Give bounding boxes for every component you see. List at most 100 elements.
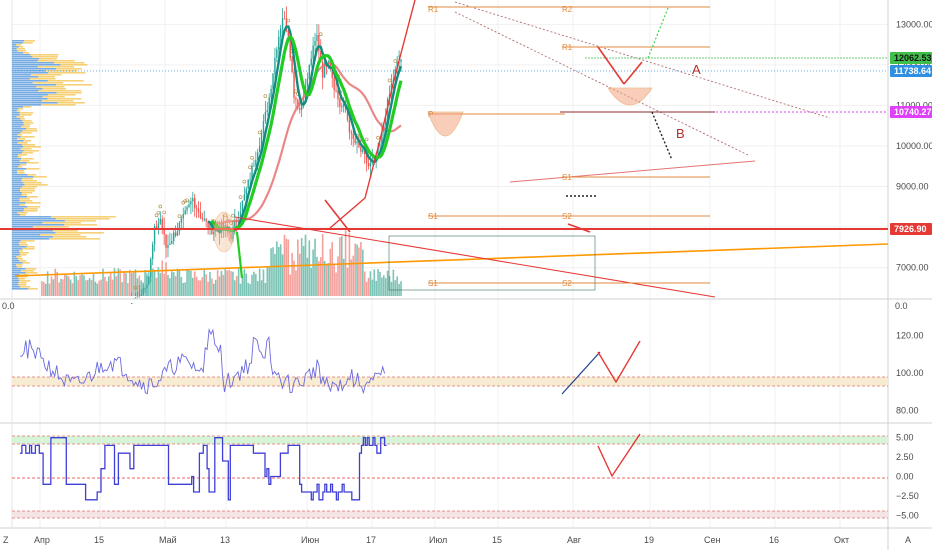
vp-bar-blue	[12, 100, 42, 102]
vp-bar-blue	[12, 252, 20, 254]
volume-bar	[333, 264, 335, 296]
volume-bar	[276, 241, 278, 296]
candle-body	[323, 63, 326, 78]
vp-bar-blue	[12, 108, 19, 110]
vp-bar-blue	[12, 186, 23, 188]
vp-bar-yellow	[22, 248, 35, 250]
candle-body	[144, 288, 146, 290]
volume-bar	[102, 268, 104, 296]
badge-red-text: 7926.90	[894, 224, 927, 234]
candle-body	[178, 222, 181, 232]
vp-bar-yellow	[24, 184, 48, 186]
vp-bar-blue	[12, 262, 23, 264]
volume-bar	[62, 279, 64, 296]
vp-bar-blue	[12, 154, 19, 156]
candle-body	[245, 188, 247, 195]
volume-bar	[260, 280, 263, 296]
vp-bar-blue	[12, 84, 57, 86]
candle-body	[281, 18, 284, 29]
volume-bar	[235, 275, 238, 296]
vp-bar-yellow	[19, 204, 25, 206]
osc1-panel-value: 0.0	[895, 301, 908, 311]
price-tick-11000: 11000.00	[896, 100, 932, 110]
volume-bar	[251, 274, 253, 296]
vp-bar-yellow	[22, 42, 33, 44]
candle-body	[186, 207, 188, 211]
volume-bar	[312, 249, 314, 296]
volume-bar	[340, 236, 343, 296]
volume-bar	[384, 278, 387, 296]
vp-bar-blue	[12, 56, 33, 58]
vp-bar-yellow	[32, 226, 69, 228]
candle-body	[270, 88, 272, 98]
vp-bar-blue	[12, 218, 56, 220]
time-tick-10: Сен	[704, 535, 721, 545]
vp-bar-blue	[12, 142, 18, 144]
vp-bar-blue	[12, 62, 55, 64]
volume-bar	[56, 271, 58, 296]
volume-bar	[390, 281, 393, 296]
volume-bar	[325, 263, 328, 296]
volume-bar	[144, 270, 146, 296]
volume-bar	[159, 273, 162, 296]
candle-body	[289, 35, 291, 58]
candle-body	[157, 223, 160, 229]
vp-bar-blue	[12, 146, 24, 148]
volume-bar	[298, 253, 301, 296]
vp-bar-yellow	[26, 128, 37, 130]
volume-bar	[75, 276, 78, 296]
vp-bar-yellow	[26, 168, 40, 170]
time-tick-0: Апр	[34, 535, 50, 545]
vp-bar-blue	[12, 246, 27, 248]
volume-bar	[302, 245, 305, 296]
candle-body	[249, 179, 251, 181]
vp-bar-yellow	[17, 134, 22, 136]
candle-body	[287, 30, 289, 36]
vp-bar-blue	[12, 120, 23, 122]
fractal-marker	[257, 130, 262, 135]
oscillator-1-panel	[12, 328, 888, 395]
volume-bar	[180, 277, 183, 296]
volume-bar	[295, 270, 297, 296]
vp-bar-yellow	[56, 84, 93, 86]
volume-bar	[213, 283, 215, 296]
volume-bar	[172, 272, 175, 296]
volume-bar	[98, 280, 101, 296]
vp-bar-yellow	[20, 158, 34, 160]
badge-green	[890, 52, 932, 64]
vp-bar-yellow	[36, 86, 65, 88]
oscillator-1-line	[19, 328, 386, 395]
vp-bar-blue	[12, 168, 27, 170]
vp-bar-blue	[12, 260, 20, 262]
vp-bar-yellow	[39, 234, 81, 236]
volume-bar	[115, 276, 118, 296]
vp-bar-yellow	[19, 260, 27, 262]
vp-bar-blue	[12, 280, 20, 282]
time-axis[interactable]: Апр 15 Май 13 Июн 17 Июл 15 Авг 19 Сен 16 Окт	[34, 535, 849, 545]
vp-bar-yellow	[20, 132, 32, 134]
time-tick-11: 16	[769, 535, 779, 545]
osc1-axis[interactable]: 80.00 100.00 120.00	[896, 331, 924, 416]
vp-bar-blue	[12, 230, 53, 232]
cup-shape-right	[607, 87, 653, 106]
vp-bar-blue	[12, 216, 52, 218]
arrow-3	[623, 61, 643, 85]
vp-bar-yellow	[17, 142, 28, 144]
candle-body	[321, 62, 324, 78]
volume-bar	[342, 258, 345, 296]
volume-bar	[277, 247, 280, 296]
price-tick-12000: 12000.00	[896, 60, 932, 70]
candle-body	[176, 231, 179, 236]
candle-body	[134, 297, 137, 299]
scale-mode-auto[interactable]: A	[905, 535, 911, 545]
vp-bar-yellow	[33, 176, 47, 178]
osc2-axis[interactable]: 5.00 2.50 0.00 −2.50 −5.00	[896, 433, 919, 521]
osc2-tick-1: 2.50	[896, 452, 914, 462]
time-tick-12: Окт	[834, 535, 849, 545]
scale-mode-left[interactable]: Z	[3, 535, 9, 545]
osc2-tick-3: −2.50	[896, 491, 919, 501]
vp-bar-yellow	[18, 282, 27, 284]
candle-body	[251, 165, 253, 180]
osc1-tick-80: 80.00	[896, 406, 919, 416]
